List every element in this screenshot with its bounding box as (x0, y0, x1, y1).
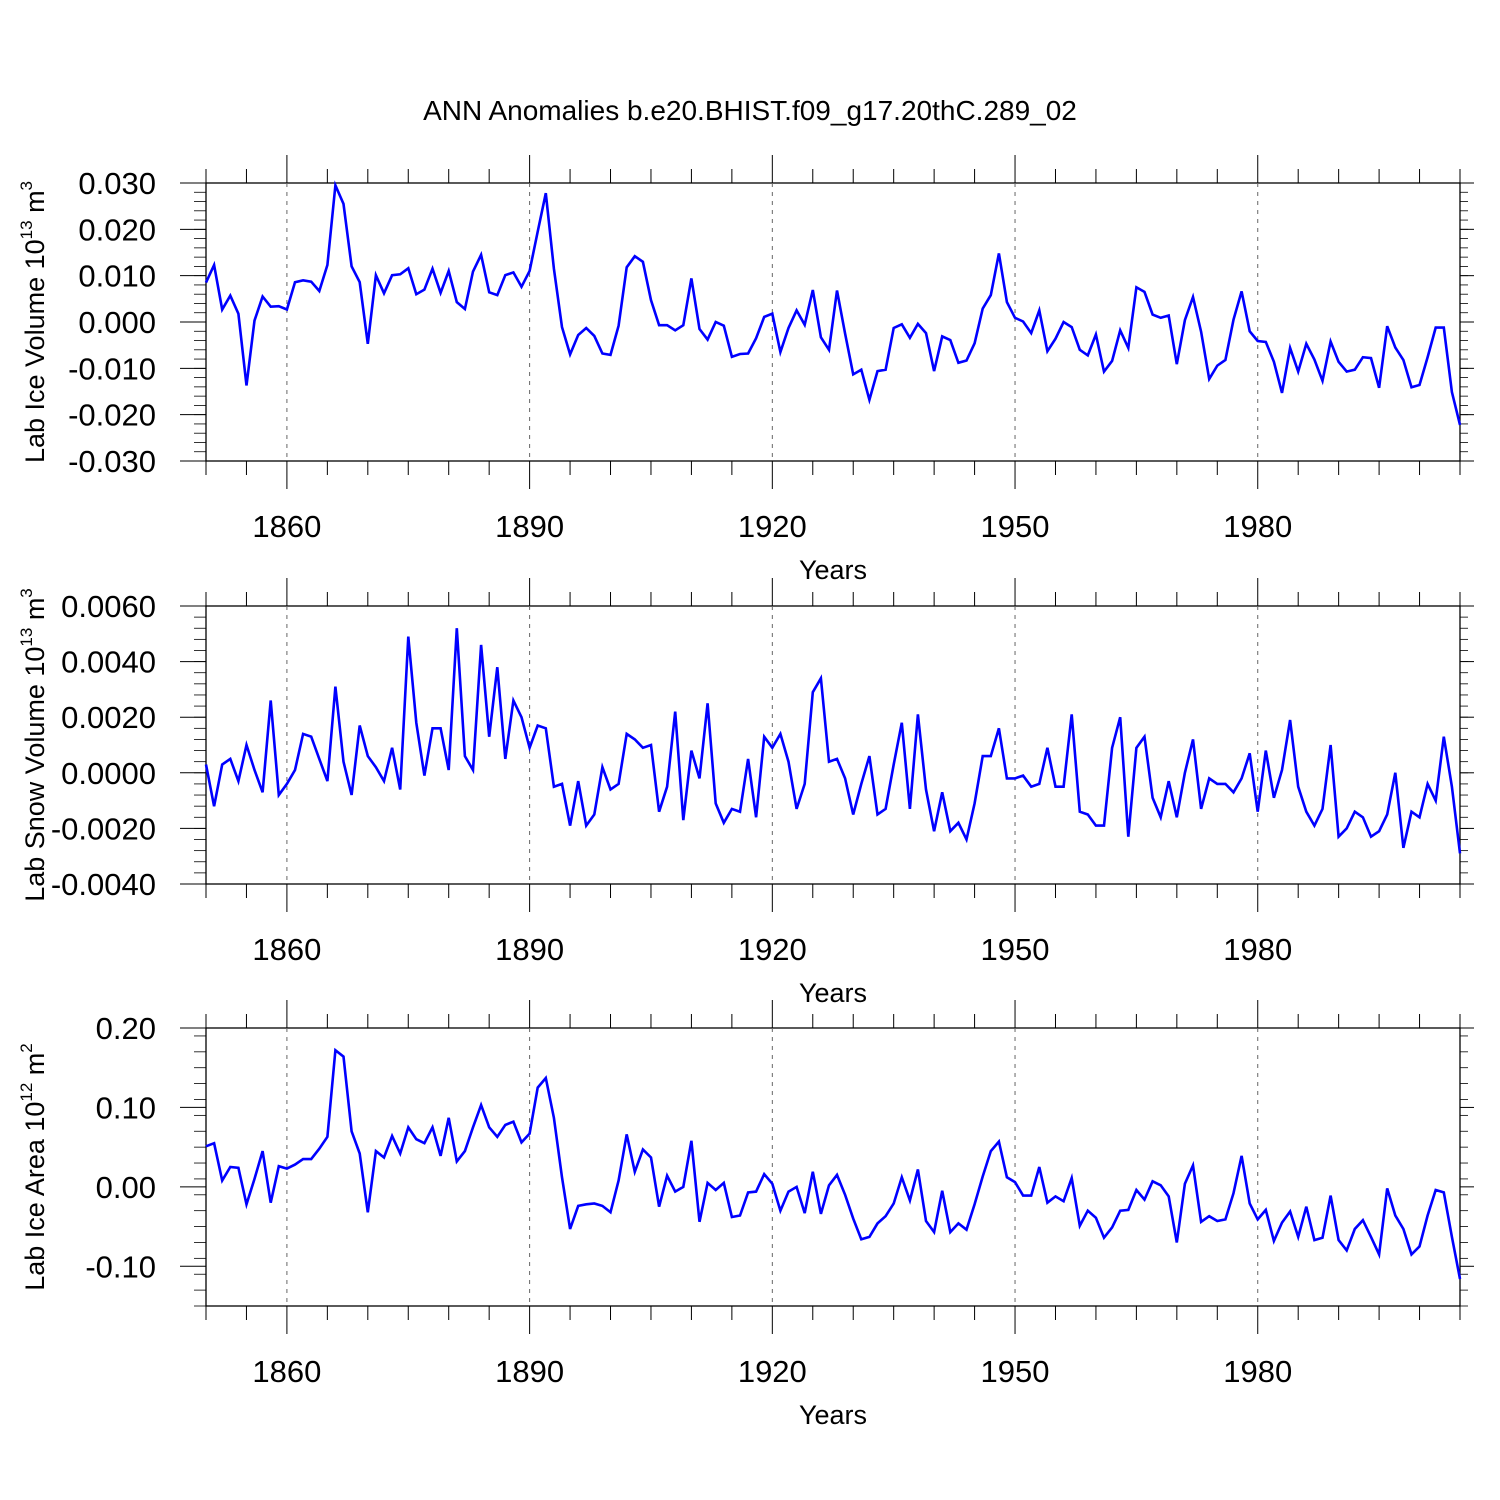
series-line (205, 1047, 1462, 1280)
x-tick-label: 1950 (981, 509, 1050, 544)
y-axis-label: Lab Ice Volume 1013 m3 (17, 181, 50, 463)
plot-frame (205, 1027, 1461, 1307)
y-tick-label: -0.10 (85, 1249, 156, 1284)
x-tick-label: 1860 (252, 1354, 321, 1389)
x-tick-label: 1950 (981, 932, 1050, 967)
y-tick-label: -0.0040 (51, 867, 156, 902)
x-tick-label: 1860 (252, 932, 321, 967)
x-tick-label: 1860 (252, 509, 321, 544)
y-tick-label: 0.20 (96, 1011, 156, 1046)
x-tick-label: 1950 (981, 1354, 1050, 1389)
x-tick-label: 1980 (1223, 932, 1292, 967)
y-tick-label: 0.0000 (61, 756, 156, 791)
x-axis-label: Years (799, 555, 867, 585)
y-tick-label: 0.00 (96, 1170, 156, 1205)
panel-1: -0.030 -0.020 -0.010 0.000 0.010 0.020 0.030 18… (17, 155, 1474, 585)
y-tick-label: -0.030 (68, 444, 156, 479)
x-tick-label: 1980 (1223, 509, 1292, 544)
series-line (204, 180, 1462, 426)
x-tick-label: 1890 (495, 1354, 564, 1389)
x-tick-label: 1920 (738, 509, 807, 544)
panel-2: -0.0040 -0.0020 0.0000 0.0020 0.0040 0.0060 18… (17, 578, 1474, 1008)
y-tick-label: 0.10 (96, 1090, 156, 1125)
x-tick-label: 1890 (495, 509, 564, 544)
y-tick-label: 0.000 (78, 305, 156, 340)
x-tick-label: 1980 (1223, 1354, 1292, 1389)
y-axis-label: Lab Ice Area 1012 m2 (17, 1043, 50, 1291)
x-tick-label: 1920 (738, 1354, 807, 1389)
y-tick-label: -0.020 (68, 398, 156, 433)
chart-title: ANN Anomalies b.e20.BHIST.f09_g17.20thC.… (423, 95, 1077, 126)
x-axis-label: Years (799, 1400, 867, 1430)
y-tick-label: 0.0060 (61, 589, 156, 624)
y-tick-label: 0.020 (78, 212, 156, 247)
y-tick-label: -0.0020 (51, 811, 156, 846)
y-tick-label: 0.0040 (61, 645, 156, 680)
y-tick-label: 0.010 (78, 259, 156, 294)
y-axis-label: Lab Snow Volume 1013 m3 (17, 588, 50, 902)
x-axis-label: Years (799, 978, 867, 1008)
plot-frame (205, 605, 1461, 885)
panel-3: -0.10 0.00 0.10 0.20 1860 1890 1920 1950 1980 Yea… (17, 1000, 1474, 1430)
x-tick-label: 1890 (495, 932, 564, 967)
y-tick-label: 0.030 (78, 166, 156, 201)
x-tick-label: 1920 (738, 932, 807, 967)
y-tick-label: -0.010 (68, 351, 156, 386)
series-line (204, 628, 1462, 854)
y-tick-label: 0.0020 (61, 700, 156, 735)
